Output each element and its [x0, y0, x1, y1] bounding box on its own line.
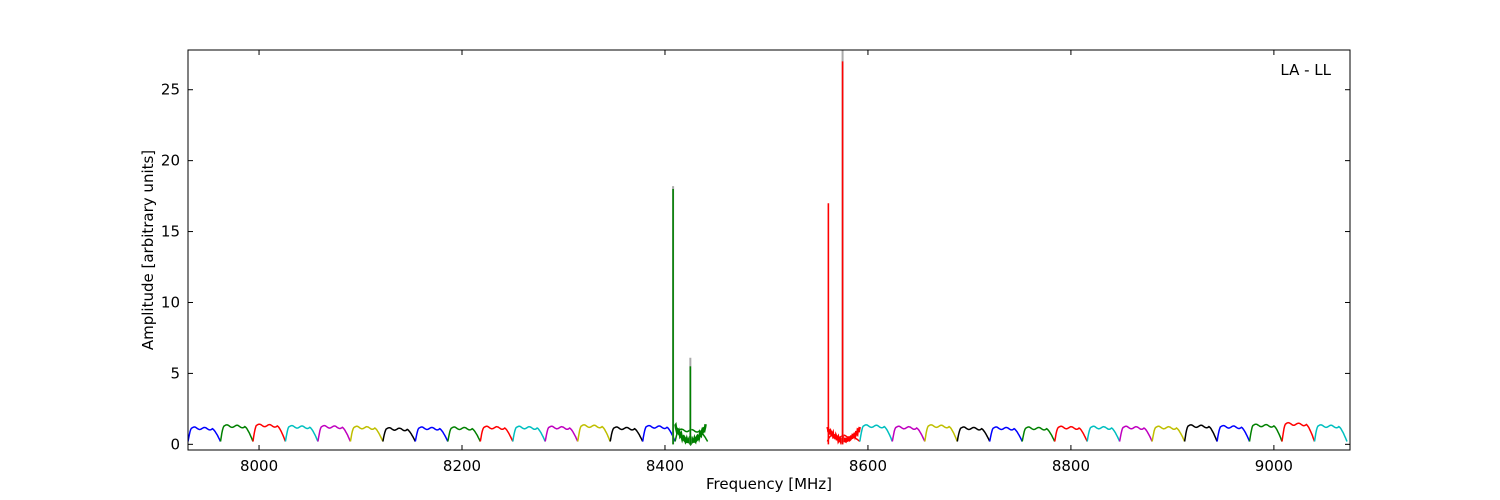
channel-curve: [1281, 421, 1316, 442]
channel-curve: [1151, 425, 1186, 442]
y-tick-label: 15: [161, 223, 180, 241]
channel-curve: [1313, 424, 1348, 442]
channel-curve: [891, 425, 926, 442]
x-tick-label: 8600: [849, 457, 887, 475]
x-tick-label: 8200: [443, 457, 481, 475]
channel-curve: [317, 424, 352, 442]
y-tick-label: 25: [161, 81, 180, 99]
x-tick-label: 8800: [1052, 457, 1090, 475]
x-tick-label: 9000: [1255, 457, 1293, 475]
channel-curve: [1183, 424, 1218, 442]
channel-curve: [1021, 426, 1056, 442]
channel-curve: [988, 426, 1023, 442]
y-tick-label: 20: [161, 152, 180, 170]
y-axis-label: Amplitude [arbitrary units]: [139, 150, 157, 350]
channel-curve: [447, 426, 481, 442]
channel-curve: [512, 425, 546, 442]
channel-curve: [382, 426, 416, 442]
x-tick-label: 8400: [646, 457, 684, 475]
channel-curve: [1053, 425, 1088, 442]
channel-curve-noisy: [826, 426, 862, 446]
x-tick-label: 8000: [240, 457, 278, 475]
channel-curve: [479, 425, 514, 442]
channel-curve: [1118, 425, 1153, 442]
channel-curve: [859, 424, 893, 442]
x-axis-label: Frequency [MHz]: [706, 475, 832, 493]
channel-curve: [956, 426, 991, 442]
y-tick-label: 0: [170, 435, 180, 453]
channel-curve: [576, 424, 611, 442]
y-axis: 0 5 10 15 20 25: [161, 81, 1350, 453]
channel-curve: [219, 424, 254, 442]
channel-curve: [924, 424, 958, 442]
channel-curve: [1248, 423, 1283, 442]
channel-curve: [284, 424, 319, 442]
channel-curve: [1216, 424, 1251, 442]
y-tick-label: 5: [170, 364, 180, 382]
channel-curve: [544, 425, 579, 442]
channel-curve: [349, 425, 384, 442]
channel-curve: [252, 423, 287, 442]
channel-curve: [609, 426, 644, 442]
plot-area: [188, 50, 1348, 446]
y-tick-label: 10: [161, 293, 180, 311]
channel-curve: [414, 426, 449, 442]
channel-curve: [641, 424, 676, 442]
channel-curve: [188, 426, 222, 442]
plot-annotation: LA - LL: [1280, 61, 1331, 79]
channel-curve: [1086, 425, 1121, 442]
plot-frame: [187, 49, 1351, 451]
x-axis: 8000 8200 8400 8600 8800 9000: [240, 50, 1293, 475]
